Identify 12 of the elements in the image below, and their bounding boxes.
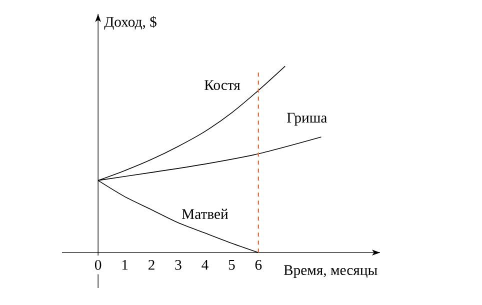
x-tick-label: 2 bbox=[148, 260, 154, 270]
x-tick-label: 6 bbox=[255, 260, 262, 270]
x-axis-title: Время, месяцы bbox=[284, 265, 378, 278]
x-tick-label: 1 bbox=[122, 260, 128, 270]
y-axis-title: Доход, $ bbox=[104, 16, 156, 30]
series-label: Гриша bbox=[287, 112, 327, 126]
series-label: Матвей bbox=[182, 208, 228, 219]
series-label: Костя bbox=[204, 80, 240, 90]
x-tick-label: 3 bbox=[175, 260, 182, 270]
x-tick-label: 5 bbox=[228, 260, 235, 270]
x-tick-label: 0 bbox=[94, 260, 102, 270]
x-tick-label: 4 bbox=[202, 260, 208, 270]
